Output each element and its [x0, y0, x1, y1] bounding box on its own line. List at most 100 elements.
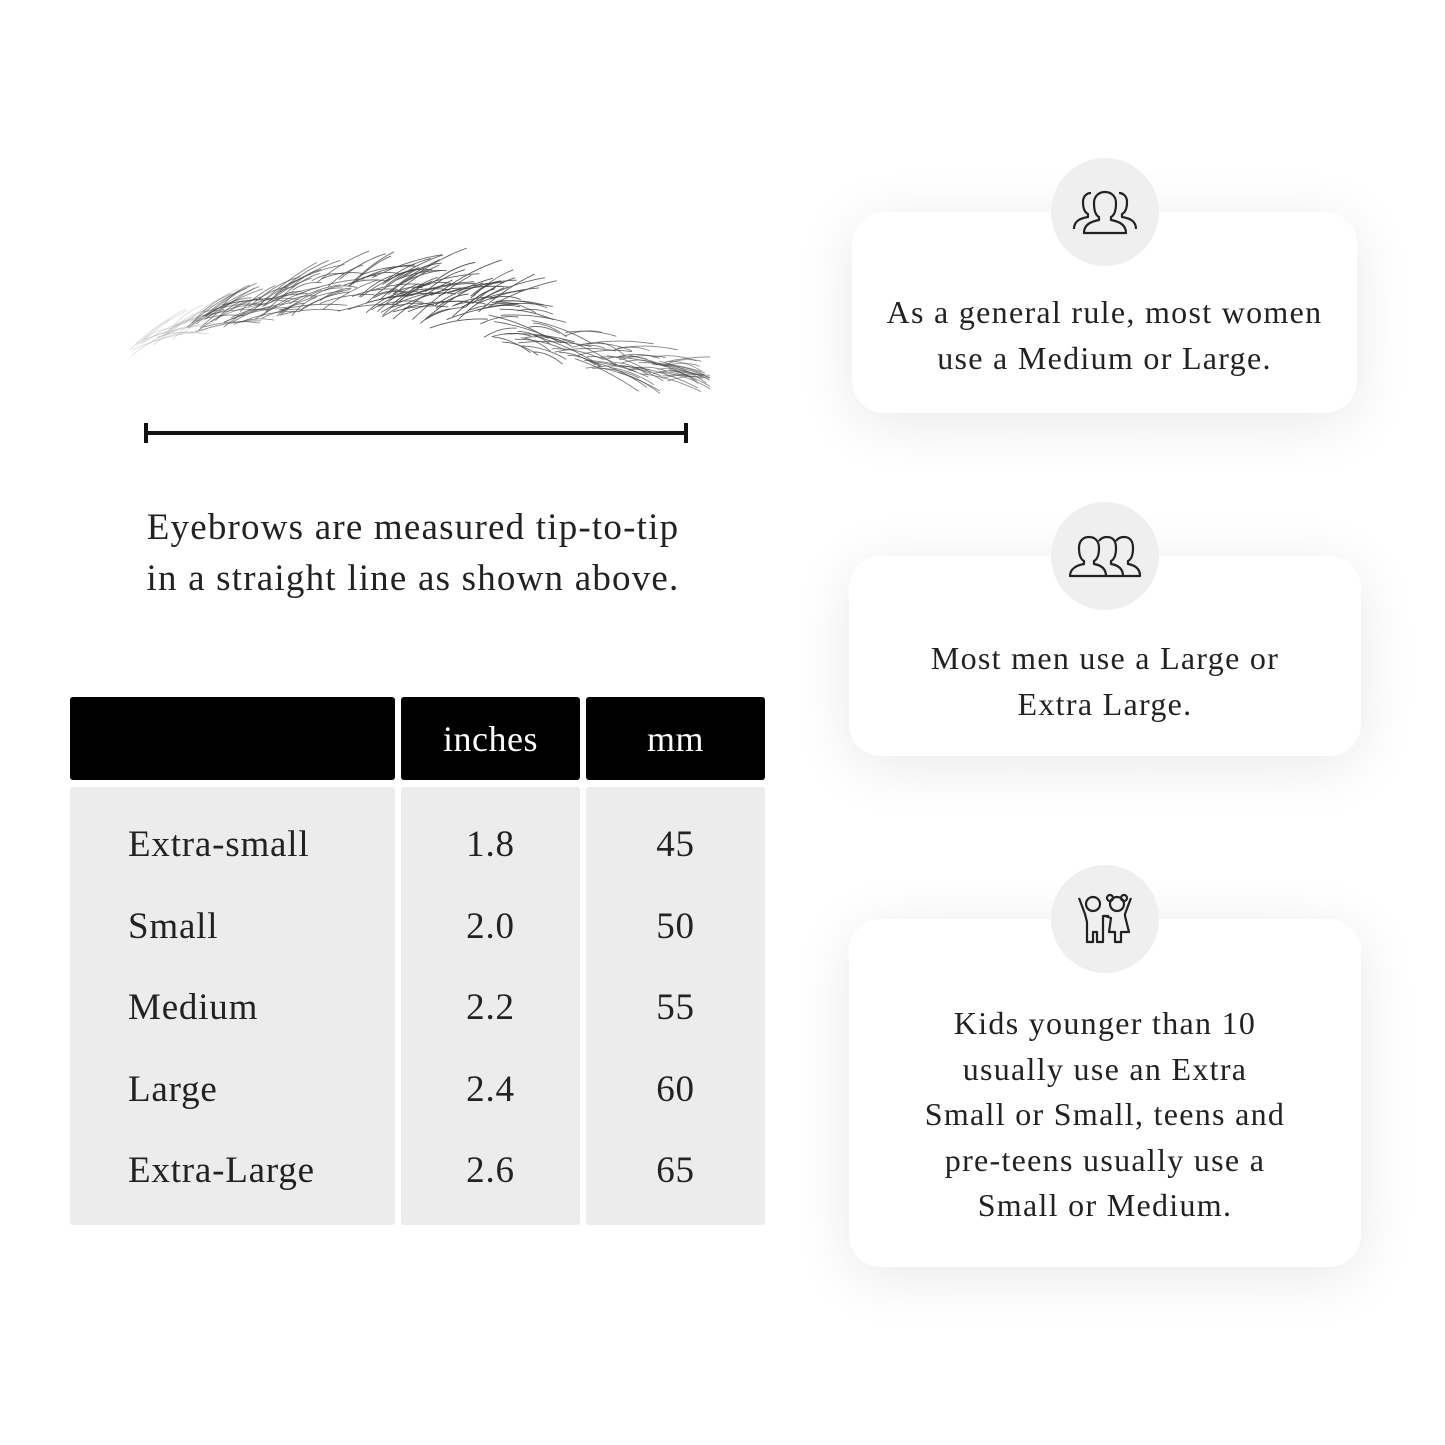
caption-line: Eyebrows are measured tip-to-tip	[146, 507, 680, 548]
eyebrow-hair	[664, 356, 710, 363]
card-line: As a general rule, most women	[886, 294, 1323, 330]
eyebrow-hair	[401, 262, 442, 279]
eyebrow-hair	[533, 322, 567, 338]
eyebrow-hair	[614, 362, 649, 376]
eyebrow-hair	[472, 277, 516, 304]
eyebrow-hair	[274, 260, 329, 296]
eyebrow-hair	[262, 308, 303, 319]
eyebrow-hair	[205, 282, 257, 317]
eyebrow-hair	[347, 295, 410, 311]
eyebrow-hair	[534, 335, 602, 367]
header-mm: mm	[586, 697, 765, 780]
eyebrow-hair	[239, 285, 276, 313]
eyebrow-hair	[140, 331, 176, 345]
eyebrow-hair	[416, 281, 452, 289]
eyebrow-hair	[483, 327, 517, 338]
eyebrow-hair	[281, 308, 341, 316]
eyebrow-hair	[628, 369, 662, 377]
eyebrow-hair	[668, 368, 710, 387]
inches-value: 1.8	[466, 824, 515, 865]
inches-value: 2.4	[466, 1068, 515, 1110]
eyebrow-hair	[384, 257, 431, 282]
card-line: Most men use a Large or	[930, 640, 1280, 676]
eyebrow-hair	[337, 303, 402, 312]
eyebrow-hair	[597, 341, 626, 357]
inches-value: 2.6	[466, 1150, 515, 1191]
eyebrow-hair	[366, 272, 402, 278]
eyebrow-hair	[202, 308, 268, 317]
card-line: Small or Medium.	[977, 1187, 1233, 1223]
eyebrow-hair	[172, 320, 201, 341]
eyebrow-hair	[292, 281, 323, 291]
mm-value: 65	[656, 1150, 695, 1191]
eyebrow-hair	[129, 318, 171, 351]
women-card-text: As a general rule, most women use a Medi…	[852, 290, 1357, 381]
size-label: Large	[128, 1068, 218, 1110]
eyebrow-hair	[157, 331, 204, 338]
eyebrow-hair	[395, 268, 433, 277]
eyebrow-hair	[514, 338, 566, 351]
kids-card-text: Kids younger than 10 usually use an Extr…	[849, 1001, 1361, 1229]
eyebrow-hair	[604, 355, 648, 360]
eyebrow-hair	[617, 345, 678, 351]
eyebrow-hair	[385, 254, 444, 287]
eyebrow-hair	[609, 367, 655, 386]
mm-column	[586, 787, 765, 1225]
eyebrow-hair	[352, 255, 392, 285]
eyebrow-hair	[446, 303, 516, 321]
eyebrow-hair	[387, 268, 429, 295]
eyebrow-hair	[179, 303, 236, 336]
eyebrow-hair	[528, 326, 560, 334]
eyebrow-hair	[380, 259, 440, 299]
eyebrow-hair	[136, 308, 186, 346]
eyebrow-hair	[438, 281, 504, 297]
eyebrow-hair	[554, 348, 616, 353]
eyebrow-hair	[533, 351, 563, 365]
eyebrow-hair	[262, 286, 320, 308]
eyebrow-hair	[132, 332, 196, 351]
eyebrow-hair	[614, 346, 650, 351]
mm-value: 45	[656, 824, 695, 865]
eyebrow-hair	[412, 274, 472, 320]
eyebrow-hair	[215, 300, 245, 321]
eyebrow-hair	[351, 288, 399, 297]
eyebrow-hair	[281, 295, 318, 305]
kids-card: Kids younger than 10 usually use an Extr…	[849, 919, 1361, 1267]
inches-column	[401, 787, 580, 1225]
eyebrow-hair	[301, 291, 350, 310]
eyebrow-hair	[338, 253, 386, 280]
mm-value: 60	[656, 1068, 695, 1110]
card-line: usually use an Extra	[962, 1050, 1248, 1087]
eyebrow-hair	[289, 284, 341, 305]
card-line: use a Medium or Large.	[937, 339, 1272, 376]
eyebrow-hair	[378, 300, 424, 307]
eyebrow-hair	[447, 285, 509, 294]
size-label: Extra-small	[128, 824, 310, 865]
header-size	[70, 697, 395, 780]
eyebrow-hair	[618, 353, 660, 359]
size-label: Extra-Large	[128, 1150, 315, 1191]
eyebrow-hair	[470, 282, 498, 299]
eyebrow-hair	[195, 320, 262, 333]
size-column	[70, 787, 395, 1225]
eyebrow-hair	[316, 250, 370, 283]
eyebrow-hair	[371, 254, 443, 279]
eyebrow-hair	[577, 349, 633, 356]
inches-value: 2.0	[466, 905, 515, 947]
measurement-line	[144, 423, 688, 443]
eyebrow-hair	[279, 290, 344, 312]
eyebrow-hair	[358, 274, 395, 298]
eyebrow-hair	[377, 283, 419, 313]
eyebrow-hair	[398, 288, 450, 295]
eyebrow-hair	[194, 293, 232, 320]
eyebrow-hair	[502, 341, 539, 356]
eyebrow-hair	[407, 300, 464, 313]
eyebrow-hair	[478, 273, 535, 313]
eyebrow-hair	[559, 351, 597, 366]
eyebrow-hair	[322, 279, 379, 311]
mm-value: 50	[656, 905, 695, 947]
eyebrow-hair	[319, 294, 375, 304]
eyebrow-hair	[517, 341, 592, 347]
eyebrow-hair	[396, 270, 447, 281]
eyebrow-hair	[392, 305, 449, 313]
